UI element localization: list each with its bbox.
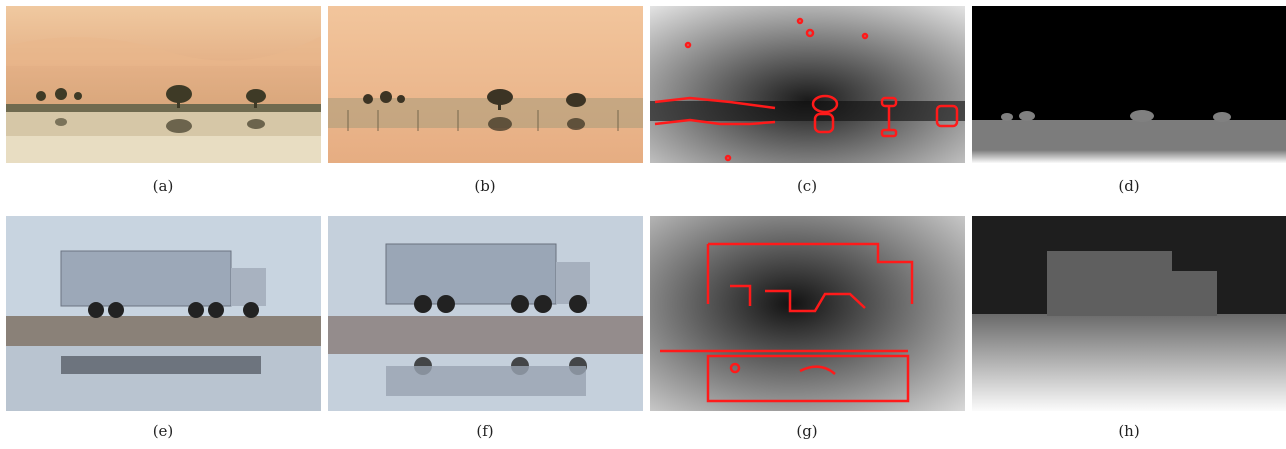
caption-f: (f) (476, 422, 494, 440)
panel-b-desert-reflection (328, 6, 643, 163)
caption-d: (d) (1118, 177, 1140, 195)
caption-b: (b) (474, 177, 496, 195)
panel-e-truck-photo (6, 216, 321, 411)
caption-h: (h) (1118, 422, 1140, 440)
truck-illustration (60, 250, 266, 374)
trees-group (36, 85, 266, 133)
edge-contours (654, 17, 959, 162)
caption-g: (g) (796, 422, 818, 440)
panel-c-distance-map (650, 6, 965, 163)
panel-h-depth-map (972, 216, 1286, 411)
panel-g-distance-map (650, 216, 965, 411)
panel-f-truck-reflection (328, 216, 643, 411)
caption-e: (e) (152, 422, 174, 440)
caption-c: (c) (796, 177, 818, 195)
caption-a: (a) (152, 177, 174, 195)
panel-a-desert-photo (6, 6, 321, 163)
panel-d-depth-map (972, 6, 1286, 163)
